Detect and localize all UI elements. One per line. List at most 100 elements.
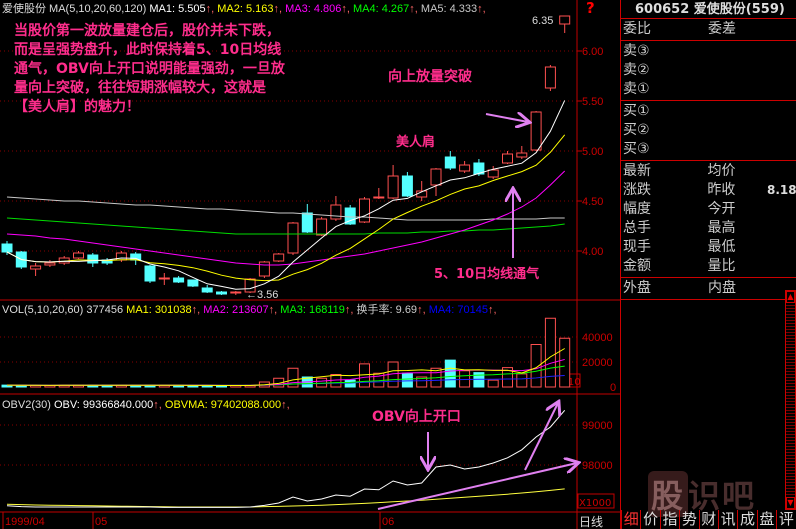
obv-line (6, 409, 566, 508)
candle-up (316, 218, 328, 236)
candle-up (516, 152, 528, 158)
obv-tick-label: 98000 (582, 460, 613, 472)
ma-gap-annotation: 5、10日均线通气 (434, 267, 540, 282)
candle-up (559, 15, 571, 25)
volume-bar (287, 367, 299, 388)
arrow-icon (377, 463, 577, 510)
quote-cell: 总手 (623, 220, 651, 236)
unit-box (577, 493, 615, 509)
quote-cell: 内盘 (708, 280, 736, 296)
quote-row: 委比 委差 (621, 20, 796, 39)
candle-down (301, 212, 313, 233)
candle-down (173, 277, 185, 283)
price-tick-label: 5.00 (582, 146, 603, 158)
candle-up (158, 277, 170, 280)
stock-title: 600652 爱使股份(559) (621, 0, 796, 19)
volume-bar (487, 379, 499, 388)
candle-down (87, 254, 99, 264)
tab-7[interactable]: 盘 (756, 510, 776, 529)
volume-bar (401, 372, 413, 388)
quote-cell: 昨收 (707, 182, 736, 198)
ma60-line (6, 217, 565, 235)
obv-open-annotation: OBV向上开口 (372, 409, 461, 425)
volume-bar (530, 344, 542, 388)
candle-up (73, 252, 84, 259)
quote-cell: 8.18 (767, 183, 796, 197)
quote-cell: 外盘 (623, 280, 651, 296)
candle-down (130, 253, 142, 261)
ma20-line (6, 170, 566, 266)
kline-chart[interactable]: 爱使股份 MA(5,10,20,60,120) MA1: 5.505↑, MA2… (0, 0, 620, 529)
candle-up (244, 278, 256, 293)
quote-cell: 最新 (623, 163, 651, 179)
candle-down (144, 265, 156, 282)
low-label: ←3.56 (246, 289, 278, 301)
tab-6[interactable]: 成 (737, 510, 756, 529)
volume-bar (559, 337, 571, 388)
obv-tick-label: 99000 (582, 420, 613, 432)
candle-down (201, 287, 213, 293)
quote-row: 现手 最低 (621, 238, 796, 257)
candle-up (30, 265, 42, 270)
quote-row: 金额 量比 (621, 257, 796, 276)
ma120-line (6, 196, 565, 221)
quote-cell: 金额 (623, 258, 651, 274)
candle-up (359, 198, 370, 223)
tab-5[interactable]: 讯 (717, 510, 737, 529)
quote-panel: 600652 爱使股份(559) 委比 委差 卖③ 卖② 卖① 买① 买② 买③ 最新 均价… (620, 0, 796, 529)
quote-cell: 最低 (707, 239, 736, 255)
candle-up (544, 66, 556, 89)
quote-cell: 买③ (623, 141, 650, 157)
legend: VOL(5,10,20,60) 377456 MA1: 301038↑, MA2… (2, 302, 497, 316)
candle-up (287, 222, 299, 254)
candle-up (430, 168, 442, 186)
tab-8[interactable]: 评 (776, 510, 795, 529)
candle-down (401, 175, 413, 197)
candle-up (373, 196, 385, 199)
candle-down (216, 291, 227, 295)
quote-cell (767, 219, 796, 238)
quote-row: 买① (621, 102, 796, 121)
shoulder-annotation: 美人肩 (396, 135, 436, 150)
quote-row: 买③ (621, 140, 796, 159)
candle-down (473, 162, 485, 175)
volume-tick-label: 0 (610, 382, 616, 394)
volume-bar (544, 317, 556, 388)
candle-down (1, 243, 13, 253)
candle-up (530, 111, 542, 151)
price-tick-label: 6.00 (582, 46, 603, 58)
tab-2[interactable]: 指 (659, 510, 679, 529)
volume-bar (516, 373, 528, 388)
quote-cell: 量比 (707, 258, 736, 274)
candle-up (258, 261, 270, 277)
scrollbar[interactable]: ▲ ▼ (785, 290, 796, 510)
help-icon[interactable]: ? (586, 0, 595, 17)
quote-row: 外盘 内盘 (621, 279, 796, 298)
candle-down (344, 207, 356, 225)
date-label: 1999/04 (5, 516, 45, 528)
quote-row: 买② (621, 121, 796, 140)
quote-cell: 卖② (623, 62, 650, 78)
quote-cell: 卖③ (623, 43, 650, 59)
volume-bar (459, 370, 471, 388)
arrow-icon (485, 114, 528, 122)
scroll-down-icon[interactable]: ▼ (786, 497, 795, 509)
tab-3[interactable]: 势 (679, 510, 698, 529)
tab-1[interactable]: 价 (640, 510, 659, 529)
quote-row: 总手 最高 (621, 219, 796, 238)
quote-cell: 涨跌 (623, 182, 651, 198)
date-label: 06 (382, 516, 394, 528)
tab-4[interactable]: 财 (698, 510, 718, 529)
quote-cell: 幅度 (623, 201, 651, 217)
tab-0[interactable]: 细 (621, 510, 640, 529)
quote-cell: 卖① (623, 81, 650, 97)
vol-ma5-line (6, 348, 565, 386)
scroll-up-icon[interactable]: ▲ (786, 291, 795, 303)
date-label: 05 (95, 516, 107, 528)
candle-up (487, 169, 499, 178)
price-tick-label: 4.50 (582, 196, 603, 208)
candle-up (459, 164, 471, 172)
watermark-logo: 股识吧 (648, 471, 756, 517)
volume-tick-label: 40000 (582, 332, 613, 344)
quote-cell (767, 200, 796, 219)
